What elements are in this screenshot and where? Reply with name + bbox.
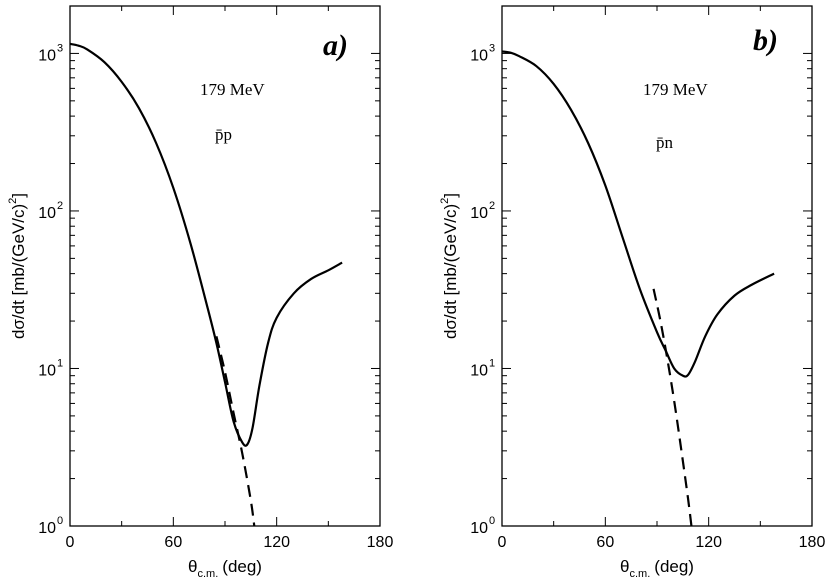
panel-b-y-axis-label: dσ/dt [mb/(GeV/c)2] [439, 193, 460, 339]
panel-b-y-tick-label: 10 [470, 47, 488, 64]
panel-b-y-tick-exponent: 1 [489, 357, 495, 369]
panel-b-y-axis-close: ] [441, 193, 460, 198]
panel-b-ticks [501, 5, 813, 527]
panel-b-y-tick-exponent: 0 [489, 515, 495, 527]
panel-a-y-axis-text: dσ/dt [mb/(GeV/c) [9, 204, 28, 339]
panel-a-x-tick-label: 120 [263, 534, 290, 551]
panel-b-reaction-label: p̄n [656, 133, 674, 152]
panel-a-x-tick-labels: 0 60 120 180 [66, 534, 394, 551]
panel-a-reaction-label: p̄p [215, 125, 232, 144]
panel-a-y-tick-label: 10 [38, 362, 56, 379]
panel-b-label: b) [753, 24, 778, 57]
panel-b-x-axis-unit: (deg) [654, 557, 694, 576]
panel-a-y-tick-label: 10 [38, 520, 56, 537]
panel-a-x-tick-label: 60 [164, 534, 182, 551]
panel-b-y-tick-label: 10 [470, 520, 488, 537]
panel-a-x-axis-unit: (deg) [222, 557, 262, 576]
panel-b-y-tick-exponent: 2 [489, 200, 495, 212]
panel-b-x-tick-label: 180 [799, 534, 826, 551]
panel-b-y-axis-superscript: 2 [439, 198, 451, 204]
panel-a-energy-label: 179 MeV [200, 80, 265, 99]
panel-a-y-tick-exponent: 2 [57, 200, 63, 212]
panel-a-y-tick-exponent: 3 [57, 42, 63, 54]
panel-a-y-axis-close: ] [9, 193, 28, 198]
panel-b-x-axis-label: θc.m. (deg) [620, 557, 694, 580]
panel-b-x-tick-label: 0 [498, 534, 507, 551]
panel-b-series-full [501, 50, 775, 378]
panel-b-y-tick-label: 10 [470, 362, 488, 379]
panel-b-series-born [652, 288, 693, 527]
panel-b-y-axis-text: dσ/dt [mb/(GeV/c) [441, 204, 460, 339]
panel-a-label: a) [323, 29, 348, 62]
panel-b-x-axis-subscript: c.m. [630, 568, 651, 580]
panel-a-y-tick-exponent: 1 [57, 357, 63, 369]
panel-a-y-axis-label: dσ/dt [mb/(GeV/c)2] [7, 193, 28, 339]
panel-a-y-tick-label: 10 [38, 47, 56, 64]
panel-a-ticks [69, 5, 381, 527]
panel-a-x-axis-subscript: c.m. [198, 568, 219, 580]
panel-b-y-tick-label: 10 [470, 205, 488, 222]
panel-b-y-tick-exponent: 3 [489, 42, 495, 54]
panel-a-series-born [215, 336, 256, 527]
panel-b-x-axis-symbol: θ [620, 557, 629, 576]
panel-b-x-tick-label: 120 [695, 534, 722, 551]
panel-b-energy-label: 179 MeV [643, 80, 708, 99]
panel-a-x-tick-label: 180 [367, 534, 394, 551]
panel-a-x-axis-label: θc.m. (deg) [188, 557, 262, 580]
panel-a-x-axis-symbol: θ [188, 557, 197, 576]
panel-b-x-tick-labels: 0 60 120 180 [498, 534, 826, 551]
panel-a-series-full [69, 42, 343, 447]
panel-a-y-tick-exponent: 0 [57, 515, 63, 527]
panel-a-x-tick-label: 0 [66, 534, 75, 551]
panel-a-y-tick-label: 10 [38, 205, 56, 222]
panel-b-x-tick-label: 60 [596, 534, 614, 551]
panel-a-y-axis-superscript: 2 [7, 198, 19, 204]
